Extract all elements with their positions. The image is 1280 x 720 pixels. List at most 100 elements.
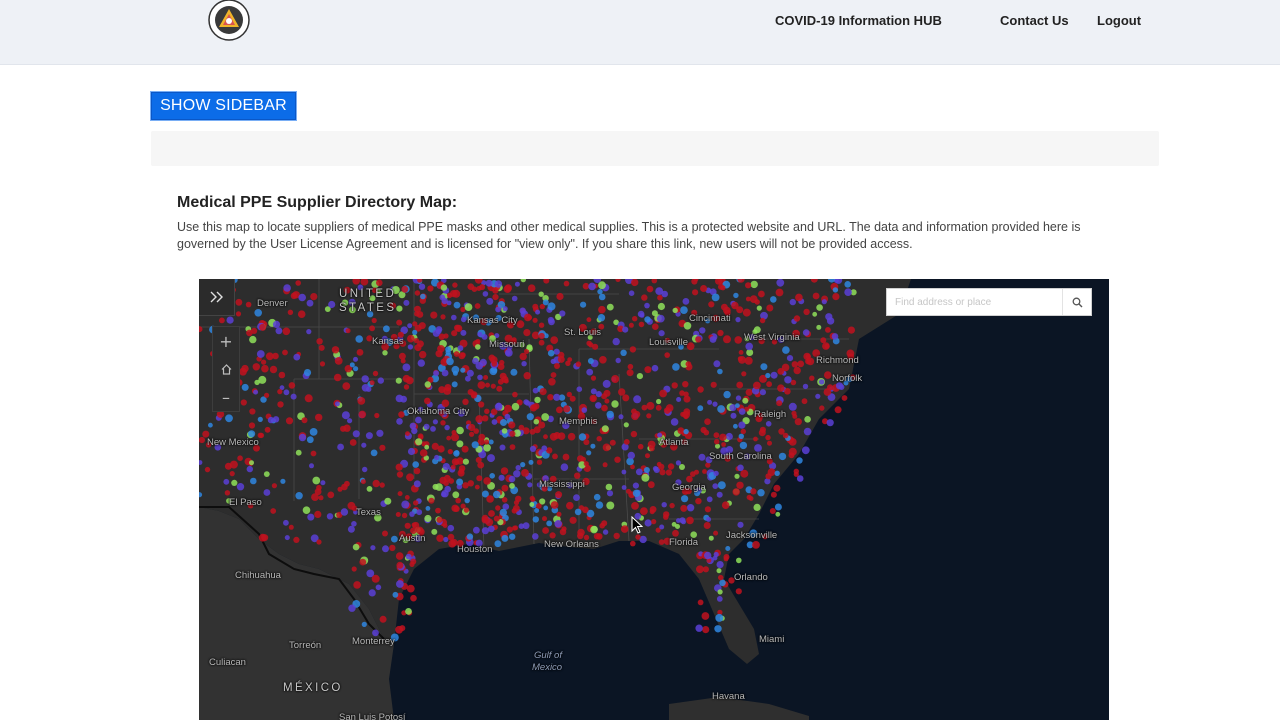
supplier-point[interactable] bbox=[410, 558, 417, 565]
supplier-point[interactable] bbox=[514, 281, 520, 287]
supplier-point[interactable] bbox=[586, 317, 592, 323]
supplier-point[interactable] bbox=[443, 536, 449, 543]
supplier-point[interactable] bbox=[656, 461, 662, 467]
supplier-point[interactable] bbox=[229, 460, 238, 469]
supplier-point[interactable] bbox=[766, 458, 773, 465]
supplier-point[interactable] bbox=[538, 291, 544, 297]
supplier-point[interactable] bbox=[253, 389, 259, 395]
supplier-point[interactable] bbox=[583, 464, 591, 472]
supplier-point[interactable] bbox=[324, 306, 331, 312]
supplier-point[interactable] bbox=[712, 314, 720, 322]
supplier-point[interactable] bbox=[314, 510, 322, 518]
supplier-point[interactable] bbox=[448, 539, 457, 548]
supplier-point[interactable] bbox=[753, 503, 761, 511]
supplier-point[interactable] bbox=[695, 497, 702, 505]
supplier-point[interactable] bbox=[501, 428, 508, 434]
supplier-point[interactable] bbox=[658, 539, 665, 545]
supplier-point[interactable] bbox=[366, 486, 373, 492]
map-basemap[interactable] bbox=[199, 279, 1109, 720]
supplier-point[interactable] bbox=[586, 368, 594, 376]
supplier-point[interactable] bbox=[199, 326, 203, 333]
supplier-point[interactable] bbox=[462, 482, 469, 489]
supplier-point[interactable] bbox=[646, 413, 652, 419]
supplier-point[interactable] bbox=[498, 474, 505, 481]
supplier-point[interactable] bbox=[366, 335, 373, 342]
supplier-point[interactable] bbox=[349, 306, 356, 314]
supplier-point[interactable] bbox=[347, 525, 355, 533]
supplier-point[interactable] bbox=[417, 359, 425, 367]
supplier-point[interactable] bbox=[520, 279, 526, 283]
supplier-point[interactable] bbox=[539, 388, 547, 396]
supplier-point[interactable] bbox=[679, 390, 685, 396]
supplier-point[interactable] bbox=[283, 519, 289, 526]
supplier-point[interactable] bbox=[453, 301, 461, 309]
supplier-point[interactable] bbox=[277, 389, 283, 395]
supplier-point[interactable] bbox=[621, 469, 627, 475]
supplier-point[interactable] bbox=[724, 454, 732, 462]
supplier-point[interactable] bbox=[377, 377, 384, 384]
supplier-point[interactable] bbox=[816, 324, 822, 330]
supplier-point[interactable] bbox=[782, 346, 790, 354]
supplier-point[interactable] bbox=[703, 522, 711, 529]
supplier-point[interactable] bbox=[605, 483, 613, 491]
supplier-point[interactable] bbox=[824, 371, 832, 379]
supplier-point[interactable] bbox=[731, 301, 739, 310]
supplier-point[interactable] bbox=[240, 399, 247, 406]
supplier-point[interactable] bbox=[272, 352, 279, 360]
supplier-point[interactable] bbox=[412, 461, 419, 468]
supplier-point[interactable] bbox=[550, 372, 557, 378]
supplier-point[interactable] bbox=[801, 446, 810, 455]
supplier-point[interactable] bbox=[520, 462, 526, 468]
supplier-point[interactable] bbox=[560, 463, 569, 471]
supplier-point[interactable] bbox=[670, 443, 678, 451]
supplier-point[interactable] bbox=[712, 483, 719, 489]
supplier-point[interactable] bbox=[431, 528, 438, 535]
supplier-point[interactable] bbox=[343, 424, 351, 432]
supplier-point[interactable] bbox=[759, 374, 767, 383]
supplier-point[interactable] bbox=[646, 401, 655, 410]
supplier-point[interactable] bbox=[247, 502, 254, 509]
supplier-point[interactable] bbox=[347, 418, 353, 424]
supplier-point[interactable] bbox=[522, 427, 530, 435]
supplier-point[interactable] bbox=[395, 463, 403, 471]
supplier-point[interactable] bbox=[535, 309, 541, 315]
supplier-point[interactable] bbox=[587, 334, 593, 340]
supplier-point[interactable] bbox=[260, 396, 267, 403]
supplier-point[interactable] bbox=[778, 452, 787, 461]
supplier-point[interactable] bbox=[682, 381, 689, 388]
supplier-point[interactable] bbox=[439, 294, 446, 301]
supplier-point[interactable] bbox=[665, 469, 672, 476]
supplier-point[interactable] bbox=[495, 505, 501, 511]
supplier-point[interactable] bbox=[615, 279, 621, 282]
supplier-point[interactable] bbox=[657, 302, 665, 311]
supplier-point[interactable] bbox=[655, 287, 664, 295]
supplier-point[interactable] bbox=[597, 288, 603, 295]
supplier-point[interactable] bbox=[499, 444, 506, 451]
supplier-point[interactable] bbox=[412, 321, 418, 327]
supplier-point[interactable] bbox=[733, 423, 738, 429]
supplier-point[interactable] bbox=[446, 300, 452, 306]
supplier-point[interactable] bbox=[509, 483, 515, 489]
consortium-logo[interactable] bbox=[207, 0, 251, 42]
supplier-point[interactable] bbox=[506, 321, 515, 329]
supplier-point[interactable] bbox=[376, 429, 384, 437]
supplier-point[interactable] bbox=[414, 305, 421, 313]
supplier-point[interactable] bbox=[447, 533, 455, 541]
supplier-point[interactable] bbox=[309, 463, 314, 469]
supplier-point[interactable] bbox=[475, 344, 481, 350]
supplier-point[interactable] bbox=[414, 311, 420, 317]
supplier-point[interactable] bbox=[475, 338, 481, 344]
supplier-point[interactable] bbox=[697, 405, 704, 412]
supplier-point[interactable] bbox=[398, 411, 405, 418]
supplier-point[interactable] bbox=[480, 318, 488, 326]
supplier-point[interactable] bbox=[549, 532, 556, 539]
supplier-point[interactable] bbox=[554, 363, 560, 369]
supplier-point[interactable] bbox=[444, 485, 451, 493]
supplier-point[interactable] bbox=[288, 524, 294, 530]
supplier-point[interactable] bbox=[647, 440, 656, 449]
supplier-point[interactable] bbox=[455, 497, 462, 504]
supplier-point[interactable] bbox=[301, 417, 308, 424]
supplier-point[interactable] bbox=[552, 453, 558, 460]
supplier-point[interactable] bbox=[438, 410, 445, 416]
supplier-point[interactable] bbox=[691, 279, 698, 285]
